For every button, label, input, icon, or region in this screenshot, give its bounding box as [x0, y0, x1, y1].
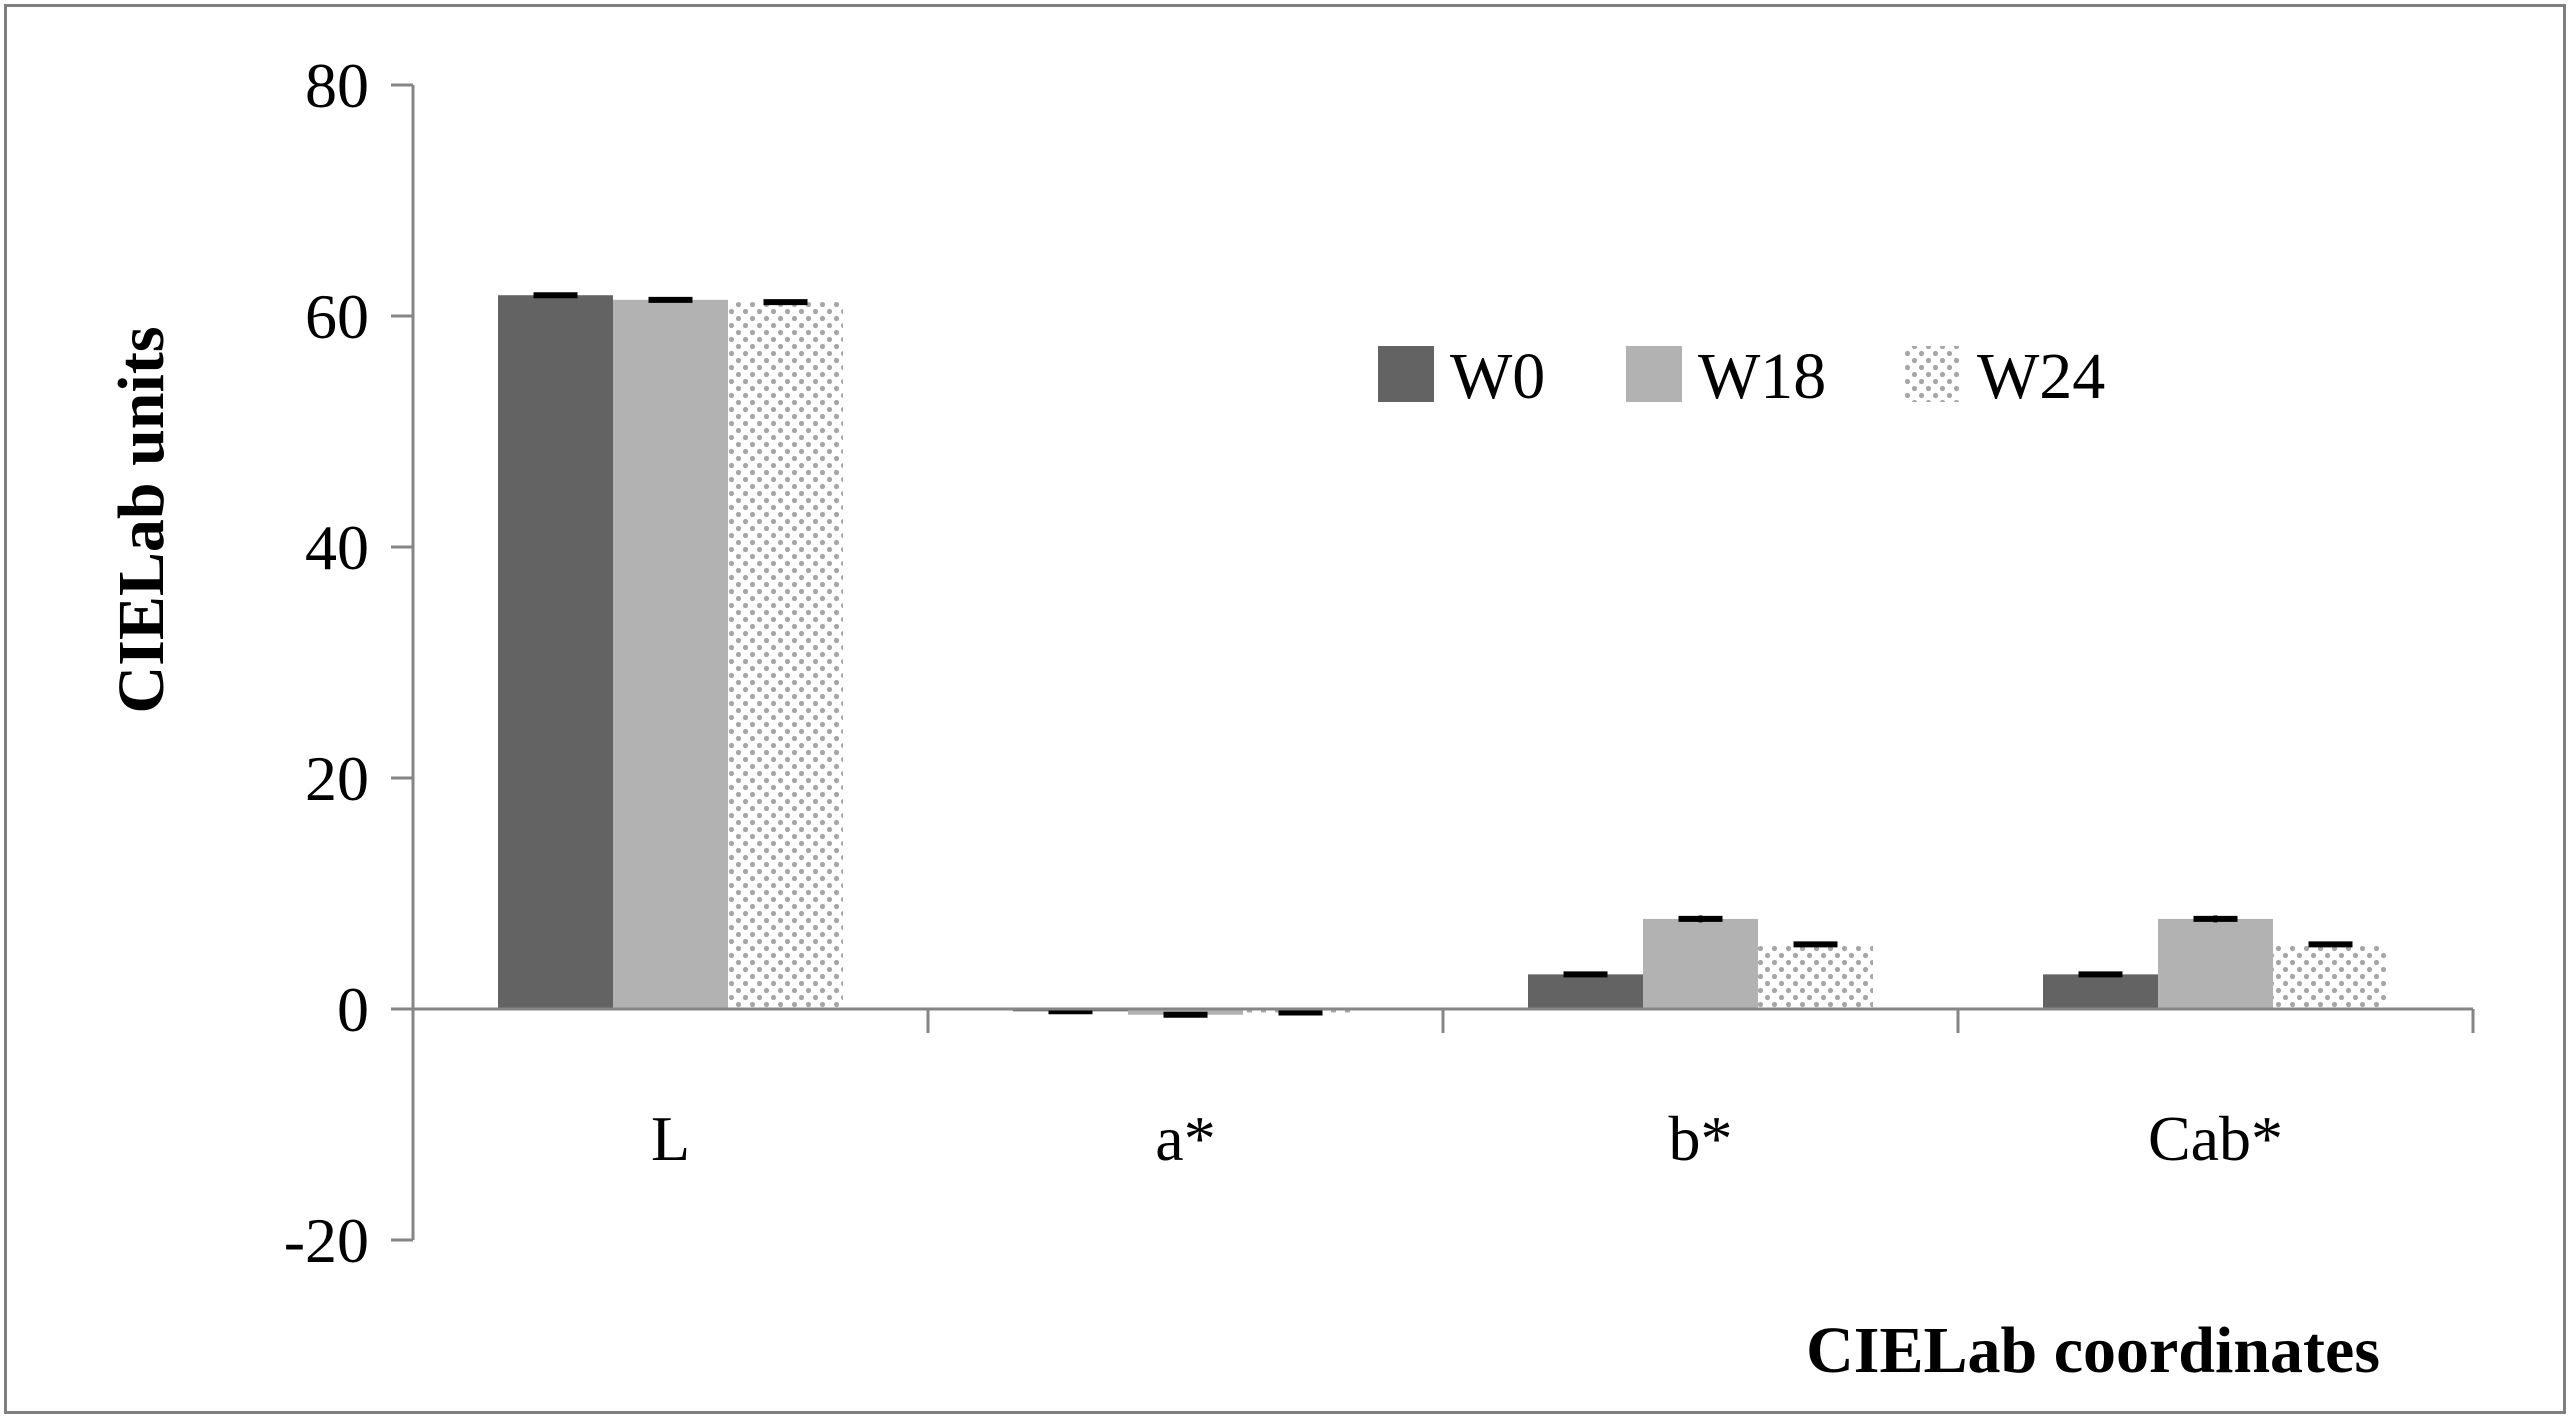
y-tick-label: 40 [305, 512, 369, 583]
y-tick-label: 20 [305, 743, 369, 814]
x-tick-label-1: a* [1155, 1103, 1215, 1174]
bar-w0-3 [2043, 974, 2158, 1009]
legend-swatch-w24 [1905, 346, 1961, 402]
y-tick-label: 60 [305, 281, 369, 352]
bar-w24-2 [1758, 944, 1873, 1009]
bar-w24-3 [2273, 944, 2388, 1009]
y-tick-label: 0 [337, 974, 369, 1045]
bar-w0-0 [498, 295, 613, 1010]
y-axis-title: CIELab units [105, 326, 178, 713]
y-tick-label: 80 [305, 50, 369, 121]
x-tick-label-3: Cab* [2148, 1103, 2283, 1174]
legend-swatch-w0 [1378, 346, 1434, 402]
x-axis-title: CIELab coordinates [1806, 1314, 2380, 1387]
bar-w18-0 [613, 299, 728, 1010]
legend-label-w18: W18 [1698, 340, 1826, 413]
y-tick-label: -20 [284, 1205, 369, 1276]
legend-swatch-w18 [1626, 346, 1682, 402]
bar-w18-2 [1643, 918, 1758, 1009]
legend-label-w24: W24 [1977, 340, 2105, 413]
bar-w24-0 [728, 302, 843, 1009]
x-tick-label-2: b* [1669, 1103, 1733, 1174]
bar-w18-3 [2158, 918, 2273, 1009]
bar-w0-2 [1528, 974, 1643, 1009]
chart-frame [4, 4, 2566, 1414]
x-tick-label-0: L [651, 1103, 690, 1174]
legend-label-w0: W0 [1450, 340, 1545, 413]
